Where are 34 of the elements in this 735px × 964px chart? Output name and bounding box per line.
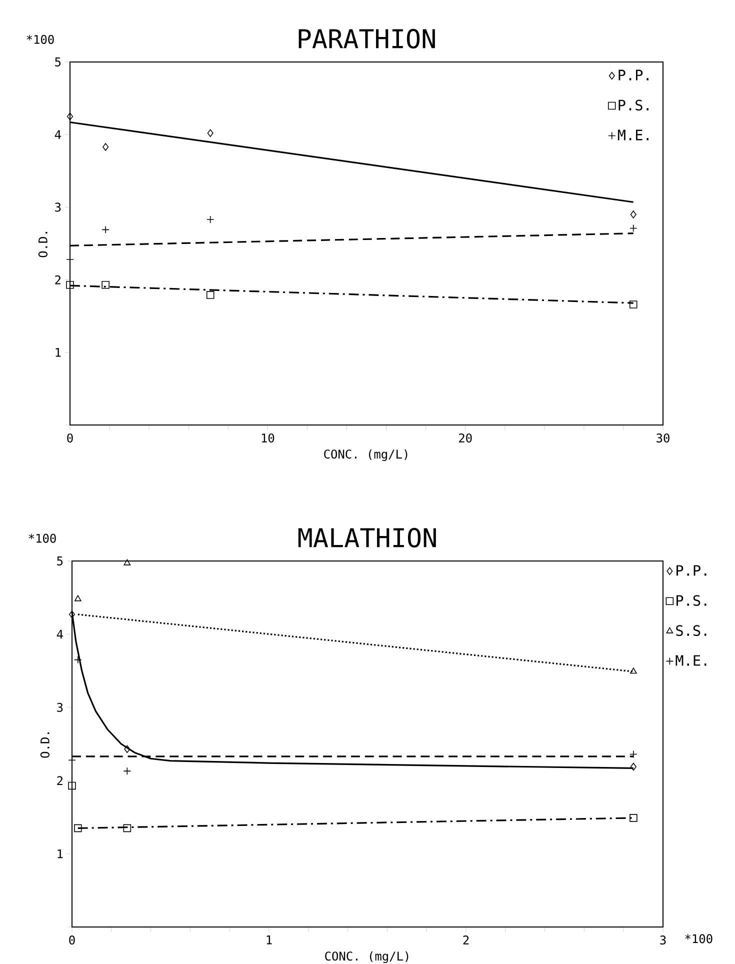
x-tick-label: 3	[660, 936, 666, 945]
x-tick-label: 20	[459, 433, 472, 443]
text: *100	[28, 534, 56, 543]
x-axis-title: CONC. (mg/L)	[324, 449, 408, 462]
y-tick-label: 3	[57, 702, 63, 712]
text: *100	[685, 934, 712, 944]
text: *100	[26, 34, 54, 44]
y-tick-label: 5	[55, 58, 61, 66]
x-axis-title: CONC. (mg/L)	[325, 951, 408, 964]
y-tick-label: 5	[57, 556, 63, 566]
y-axis-title: O.D.	[38, 232, 48, 258]
legend-label: P.P.	[618, 70, 648, 80]
legend-label: S.S.	[676, 625, 706, 636]
x-tick-label: 10	[262, 433, 274, 443]
y-tick-label: 4	[54, 130, 61, 139]
x-tick-label: 0	[69, 936, 75, 945]
legend-label: M.E.	[676, 655, 706, 666]
legend-label: M.E.	[618, 130, 648, 140]
legend-label: P.S.	[618, 100, 648, 111]
y-tick-label: 1	[56, 348, 61, 357]
chart-title: MALATHION	[298, 528, 436, 548]
chart-title: PARATHION	[298, 28, 435, 49]
y-tick-label: 2	[55, 275, 60, 284]
x-tick-label: 0	[67, 433, 73, 443]
x-tick-label: 1	[266, 936, 272, 944]
legend-label: P.S.	[676, 595, 706, 606]
y-tick-label: 2	[57, 776, 62, 786]
legend-label: P.P.	[676, 565, 706, 576]
y-tick-label: 3	[55, 202, 61, 212]
y-axis-title: O.D.	[40, 732, 50, 758]
x-tick-label: 30	[656, 433, 670, 443]
x-tick-label: 2	[463, 936, 469, 944]
y-tick-label: 4	[56, 630, 63, 639]
y-tick-label: 1	[58, 849, 63, 858]
